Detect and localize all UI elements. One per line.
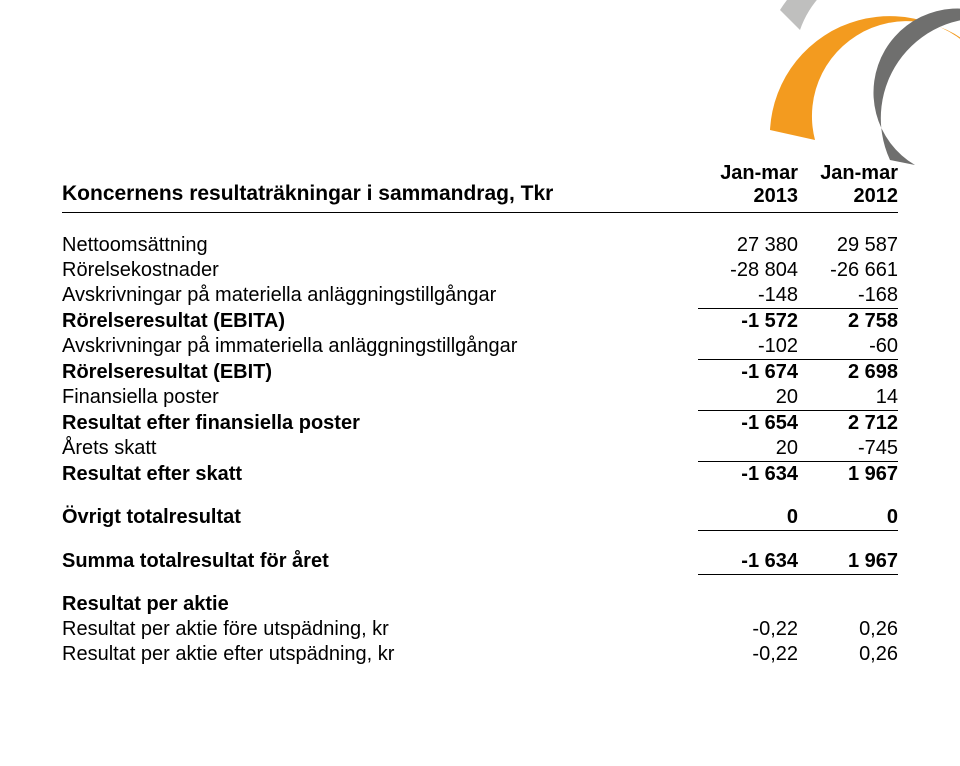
- row-value: 1 967: [798, 462, 898, 488]
- row-label: Resultat per aktie efter utspädning, kr: [62, 642, 698, 667]
- table-row: Nettoomsättning 27 380 29 587: [62, 233, 898, 258]
- financial-table: Nettoomsättning 27 380 29 587 Rörelsekos…: [62, 233, 898, 667]
- row-value: 2 698: [798, 360, 898, 386]
- table-row: Övrigt totalresultat 0 0: [62, 505, 898, 531]
- row-label: Årets skatt: [62, 436, 698, 462]
- table-row: Resultat per aktie: [62, 592, 898, 617]
- row-value: 14: [798, 385, 898, 411]
- row-value: 20: [698, 436, 798, 462]
- row-label: Summa totalresultat för året: [62, 549, 698, 575]
- table-row: Rörelseresultat (EBITA) -1 572 2 758: [62, 309, 898, 335]
- row-value: 2 758: [798, 309, 898, 335]
- row-value: -102: [698, 334, 798, 360]
- row-value: -1 634: [698, 549, 798, 575]
- income-statement: Koncernens resultaträkningar i sammandra…: [62, 162, 898, 667]
- table-row: Resultat per aktie före utspädning, kr -…: [62, 617, 898, 642]
- column-header-1: Jan-mar 2013: [698, 162, 798, 208]
- row-label: Resultat efter finansiella poster: [62, 411, 698, 437]
- row-value: 29 587: [798, 233, 898, 258]
- table-row: Resultat efter skatt -1 634 1 967: [62, 462, 898, 488]
- table-row: Avskrivningar på immateriella anläggning…: [62, 334, 898, 360]
- table-row: Årets skatt 20 -745: [62, 436, 898, 462]
- row-value: -28 804: [698, 258, 798, 283]
- table-row: Resultat efter finansiella poster -1 654…: [62, 411, 898, 437]
- spacer-row: [62, 574, 898, 592]
- row-value: 2 712: [798, 411, 898, 437]
- row-value: -1 654: [698, 411, 798, 437]
- row-label: Resultat per aktie före utspädning, kr: [62, 617, 698, 642]
- row-value: -148: [698, 283, 798, 309]
- table-row: Rörelseresultat (EBIT) -1 674 2 698: [62, 360, 898, 386]
- table-row: Rörelsekostnader -28 804 -26 661: [62, 258, 898, 283]
- row-label: Rörelseresultat (EBIT): [62, 360, 698, 386]
- row-value: -1 674: [698, 360, 798, 386]
- row-label: Finansiella poster: [62, 385, 698, 411]
- row-value: [698, 592, 798, 617]
- row-label: Rörelsekostnader: [62, 258, 698, 283]
- row-value: 1 967: [798, 549, 898, 575]
- table-title: Koncernens resultaträkningar i sammandra…: [62, 182, 698, 208]
- row-value: 0: [798, 505, 898, 531]
- row-label: Rörelseresultat (EBITA): [62, 309, 698, 335]
- row-value: 0: [698, 505, 798, 531]
- row-value: -0,22: [698, 617, 798, 642]
- row-value: 0,26: [798, 642, 898, 667]
- row-value: -1 634: [698, 462, 798, 488]
- row-label: Övrigt totalresultat: [62, 505, 698, 531]
- row-value: [798, 592, 898, 617]
- row-label: Nettoomsättning: [62, 233, 698, 258]
- row-value: -0,22: [698, 642, 798, 667]
- table-row: Avskrivningar på materiella anläggningst…: [62, 283, 898, 309]
- column-header-2: Jan-mar 2012: [798, 162, 898, 208]
- table-row: Finansiella poster 20 14: [62, 385, 898, 411]
- row-label: Avskrivningar på immateriella anläggning…: [62, 334, 698, 360]
- row-value: 20: [698, 385, 798, 411]
- table-row: Summa totalresultat för året -1 634 1 96…: [62, 549, 898, 575]
- spacer-row: [62, 531, 898, 549]
- row-value: -168: [798, 283, 898, 309]
- table-header-row: Koncernens resultaträkningar i sammandra…: [62, 162, 898, 208]
- spacer-row: [62, 487, 898, 505]
- header-rule: [62, 212, 898, 213]
- row-value: -60: [798, 334, 898, 360]
- row-label: Resultat efter skatt: [62, 462, 698, 488]
- row-value: -1 572: [698, 309, 798, 335]
- row-label: Avskrivningar på materiella anläggningst…: [62, 283, 698, 309]
- row-value: 0,26: [798, 617, 898, 642]
- row-value: 27 380: [698, 233, 798, 258]
- row-value: -26 661: [798, 258, 898, 283]
- row-value: -745: [798, 436, 898, 462]
- table-row: Resultat per aktie efter utspädning, kr …: [62, 642, 898, 667]
- row-label: Resultat per aktie: [62, 592, 698, 617]
